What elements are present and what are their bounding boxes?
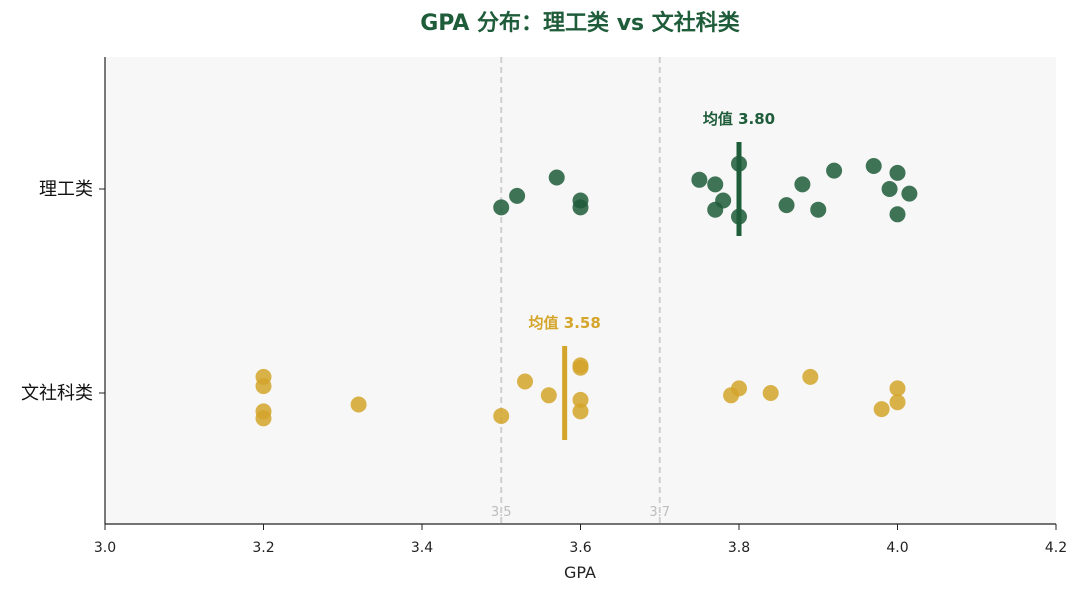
x-axis-ticks: 3.0 3.2 3.4 3.6 3.8 4.0 4.2 [94, 524, 1067, 556]
data-point [794, 176, 811, 193]
x-tick-label: 3.6 [569, 540, 591, 556]
data-point [572, 199, 589, 216]
plot-background [105, 57, 1056, 524]
x-tick-label: 3.8 [728, 540, 750, 556]
data-point [889, 380, 906, 397]
data-point [572, 403, 589, 420]
data-point [826, 162, 843, 179]
data-point [762, 385, 779, 401]
reference-line-label: 3.7 [649, 505, 670, 520]
data-points [255, 155, 918, 427]
data-point [865, 158, 882, 174]
data-point [509, 187, 526, 204]
data-point [350, 396, 367, 413]
y-category-label: 文社科类 [21, 383, 93, 404]
data-point [255, 410, 272, 427]
data-point [517, 373, 534, 390]
data-point [707, 176, 724, 193]
mean-label: 均值 3.58 [529, 314, 601, 332]
x-tick-label: 4.0 [886, 540, 908, 556]
mean-markers: 均值 3.80 均值 3.58 [529, 110, 775, 440]
data-point [802, 368, 819, 385]
x-tick-label: 4.2 [1045, 540, 1067, 556]
data-point [493, 408, 510, 424]
data-point [493, 199, 510, 216]
mean-label: 均值 3.80 [703, 110, 775, 128]
y-category-label: 理工类 [39, 179, 93, 200]
data-point [731, 380, 747, 397]
data-point [810, 201, 827, 218]
x-tick-label: 3.2 [252, 540, 274, 556]
data-point [889, 164, 906, 181]
reference-line-label: 3.5 [491, 505, 512, 520]
data-point [255, 378, 272, 395]
data-point [901, 185, 918, 202]
data-point [889, 206, 906, 223]
data-point [548, 169, 565, 186]
data-point [540, 387, 557, 404]
chart-title: GPA 分布：理工类 vs 文社科类 [420, 10, 741, 36]
x-tick-label: 3.0 [94, 540, 116, 556]
x-tick-label: 3.4 [411, 540, 433, 556]
data-point [572, 357, 589, 374]
x-axis-title: GPA [564, 563, 596, 582]
data-point [572, 391, 589, 408]
reference-lines: 3.5 3.7 [491, 57, 670, 524]
data-point [778, 197, 795, 214]
data-point [691, 171, 708, 188]
data-point [715, 192, 732, 209]
data-point [881, 181, 898, 197]
data-point [873, 401, 890, 418]
data-point [889, 394, 906, 411]
